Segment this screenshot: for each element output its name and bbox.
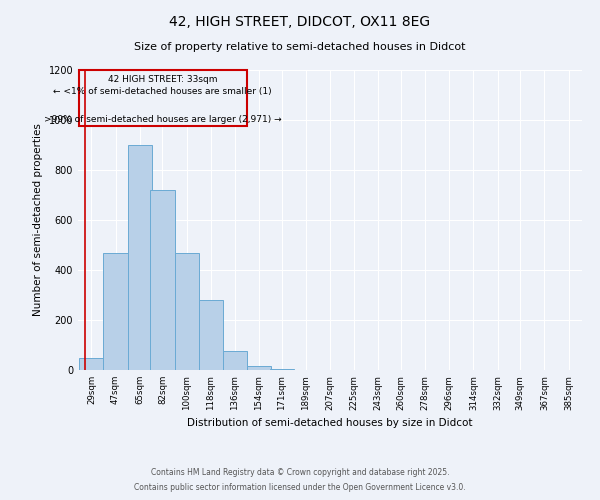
Bar [151,190,175,370]
Bar [199,300,223,370]
Bar [223,351,247,370]
Text: >99% of semi-detached houses are larger (2,971) →: >99% of semi-detached houses are larger … [44,116,281,124]
Bar [175,252,199,370]
Bar [128,145,152,370]
FancyBboxPatch shape [79,70,247,126]
Y-axis label: Number of semi-detached properties: Number of semi-detached properties [33,124,43,316]
Bar [79,358,103,370]
Text: ← <1% of semi-detached houses are smaller (1): ← <1% of semi-detached houses are smalle… [53,87,272,96]
Text: 42 HIGH STREET: 33sqm: 42 HIGH STREET: 33sqm [108,74,218,84]
Text: 42, HIGH STREET, DIDCOT, OX11 8EG: 42, HIGH STREET, DIDCOT, OX11 8EG [169,15,431,29]
Text: Contains public sector information licensed under the Open Government Licence v3: Contains public sector information licen… [134,483,466,492]
Text: Contains HM Land Registry data © Crown copyright and database right 2025.: Contains HM Land Registry data © Crown c… [151,468,449,477]
X-axis label: Distribution of semi-detached houses by size in Didcot: Distribution of semi-detached houses by … [187,418,473,428]
Bar [103,252,128,370]
Text: Size of property relative to semi-detached houses in Didcot: Size of property relative to semi-detach… [134,42,466,52]
Bar [247,366,271,370]
Bar [269,369,294,370]
